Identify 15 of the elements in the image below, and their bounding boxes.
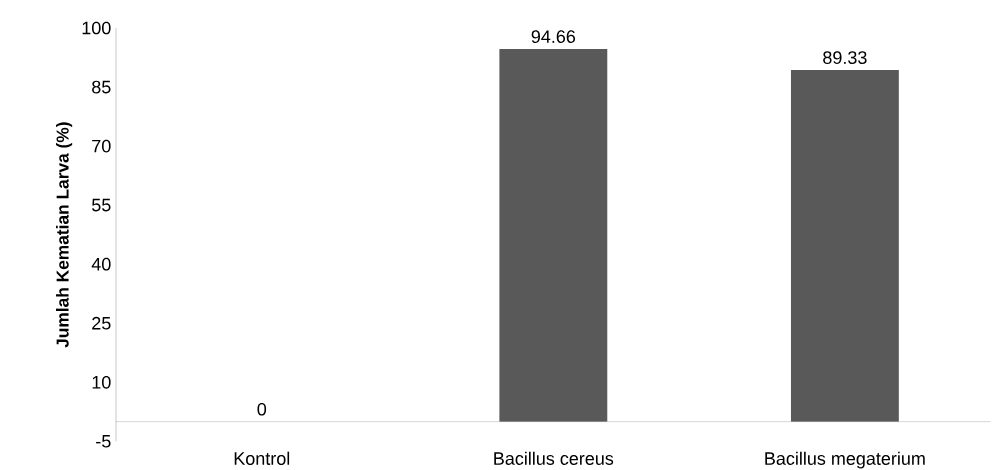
- y-tick-label: 25: [92, 316, 111, 330]
- y-tick-label: -5: [96, 435, 111, 448]
- data-label: 94.66: [531, 30, 576, 43]
- y-axis-title: Jumlah Kematian Larva (%): [55, 122, 73, 348]
- y-tick-label: 40: [91, 257, 111, 271]
- x-tick-label: Bacillus cereus: [494, 451, 614, 465]
- y-tick-label: 70: [92, 139, 111, 153]
- data-label: 0: [257, 402, 267, 416]
- x-tick-label: Kontrol: [234, 451, 290, 465]
- y-tick-label: 100: [82, 21, 111, 35]
- data-label: 89.33: [823, 51, 867, 64]
- y-tick-label: 55: [92, 198, 111, 212]
- y-tick-label: 85: [92, 80, 111, 94]
- x-tick-label: Bacillus megaterium: [765, 451, 925, 469]
- y-tick-label: 10: [92, 375, 111, 389]
